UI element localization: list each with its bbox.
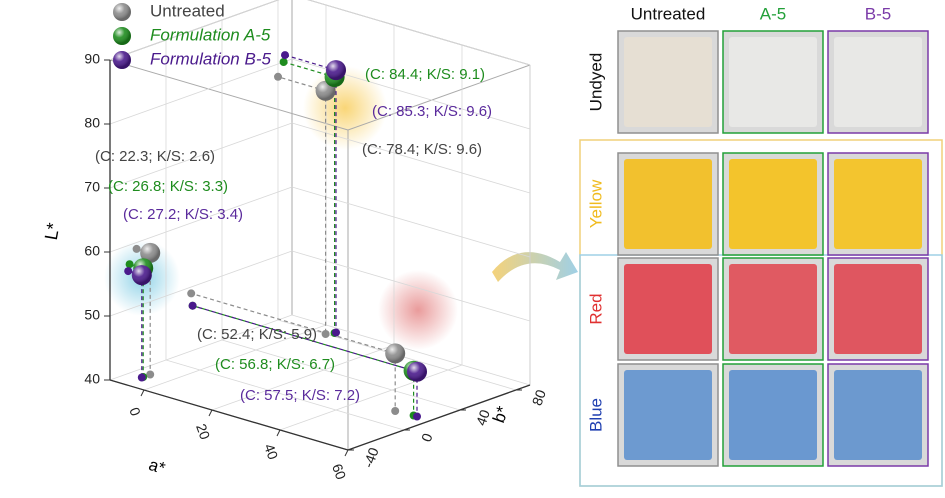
grid-line: [279, 364, 463, 431]
swatch: [729, 264, 817, 354]
column-header: B-5: [865, 4, 891, 23]
annotation: (C: 84.4; K/S: 9.1): [365, 66, 485, 83]
grid-line: [307, 0, 531, 66]
swatch: [834, 159, 922, 249]
projection-line: [191, 292, 396, 354]
grid-line: [165, 359, 405, 431]
floor-dot: [146, 370, 155, 379]
floor-dot: [321, 330, 330, 338]
grid-line: [221, 339, 461, 411]
z-tick-label: 90: [84, 51, 100, 67]
grid-line: [291, 250, 531, 322]
wall-dot: [187, 289, 196, 298]
wall-dot: [274, 72, 282, 81]
annotation: (C: 26.8; K/S: 3.3): [108, 178, 228, 195]
grid-line: [109, 186, 293, 253]
z-tick-label: 50: [84, 307, 100, 323]
grid-line: [109, 122, 293, 189]
box-edge: [307, 0, 531, 66]
arrow: [492, 252, 578, 282]
grid-line: [291, 186, 531, 258]
y-axis: [347, 384, 531, 451]
column-header: A-5: [760, 4, 786, 23]
swatch: [729, 159, 817, 249]
wall-dot: [188, 301, 197, 310]
legend-shine: [113, 51, 131, 69]
legend-shine: [113, 3, 131, 21]
swatch: [834, 264, 922, 354]
column-header: Untreated: [631, 4, 706, 23]
grid-line: [109, 0, 280, 61]
projection-line: [192, 305, 414, 372]
glow: [378, 270, 458, 350]
grid-line: [109, 58, 293, 125]
swatch: [624, 37, 712, 127]
z-tick-label: 40: [84, 371, 100, 387]
grid-line: [291, 122, 531, 194]
grid-line: [109, 250, 293, 317]
y-tick-label: 80: [529, 387, 549, 407]
floor-dot: [137, 373, 146, 382]
point-shine: [407, 361, 427, 382]
legend-label: Formulation B-5: [150, 49, 271, 68]
wall-dot: [132, 244, 141, 253]
tick-mark: [344, 449, 349, 457]
z-tick-label: 80: [84, 115, 100, 131]
annotation: (C: 78.4; K/S: 9.6): [362, 141, 482, 158]
x-tick-label: 20: [193, 422, 213, 442]
point-shine: [140, 242, 161, 263]
legend-label: Untreated: [150, 1, 225, 20]
legend-label: Formulation A-5: [150, 25, 271, 44]
y-axis-label: b*: [489, 403, 512, 425]
z-tick-label: 70: [84, 179, 100, 195]
annotation: (C: 22.3; K/S: 2.6): [95, 148, 215, 165]
annotation: (C: 52.4; K/S: 5.9): [197, 326, 317, 343]
swatch: [834, 370, 922, 460]
swatch: [834, 37, 922, 127]
swatch: [624, 264, 712, 354]
swatch: [624, 159, 712, 249]
z-tick-label: 60: [84, 243, 100, 259]
floor-dot: [391, 407, 400, 415]
x-tick-label: 0: [126, 405, 144, 418]
y-tick-label: -40: [360, 445, 382, 470]
x-tick-label: 40: [261, 442, 281, 462]
wall-dot: [124, 267, 133, 276]
annotation: (C: 57.5; K/S: 7.2): [240, 387, 360, 404]
annotation: (C: 56.8; K/S: 6.7): [215, 356, 335, 373]
row-label: Red: [586, 293, 605, 324]
wall-dot: [281, 51, 289, 60]
swatch: [729, 37, 817, 127]
point-shine: [326, 60, 346, 81]
row-label: Blue: [586, 398, 605, 432]
box-edge: [347, 64, 531, 131]
grid-line: [291, 314, 531, 386]
annotation: (C: 27.2; K/S: 3.4): [123, 206, 243, 223]
swatch: [624, 370, 712, 460]
legend-shine: [113, 27, 131, 45]
z-axis-label: L*: [41, 221, 64, 241]
x-tick-label: 60: [329, 462, 349, 482]
tick-mark: [276, 429, 281, 437]
wall-dot: [279, 58, 288, 66]
swatch: [729, 370, 817, 460]
row-label: Undyed: [586, 53, 605, 112]
floor-dot: [332, 328, 340, 337]
x-axis: [109, 379, 349, 451]
annotation: (C: 85.3; K/S: 9.6): [372, 103, 492, 120]
projection-line: [192, 305, 418, 373]
floor-dot: [413, 412, 421, 421]
point-shine: [131, 265, 152, 286]
point-shine: [385, 343, 406, 364]
tick-mark: [140, 389, 145, 397]
wall-dot: [125, 260, 134, 269]
x-axis-label: a*: [146, 455, 168, 478]
y-tick-label: 0: [418, 431, 436, 444]
tick-mark: [208, 409, 213, 417]
box-edge: [109, 59, 349, 131]
row-label: Yellow: [586, 179, 605, 228]
y-tick-label: 40: [473, 407, 493, 427]
